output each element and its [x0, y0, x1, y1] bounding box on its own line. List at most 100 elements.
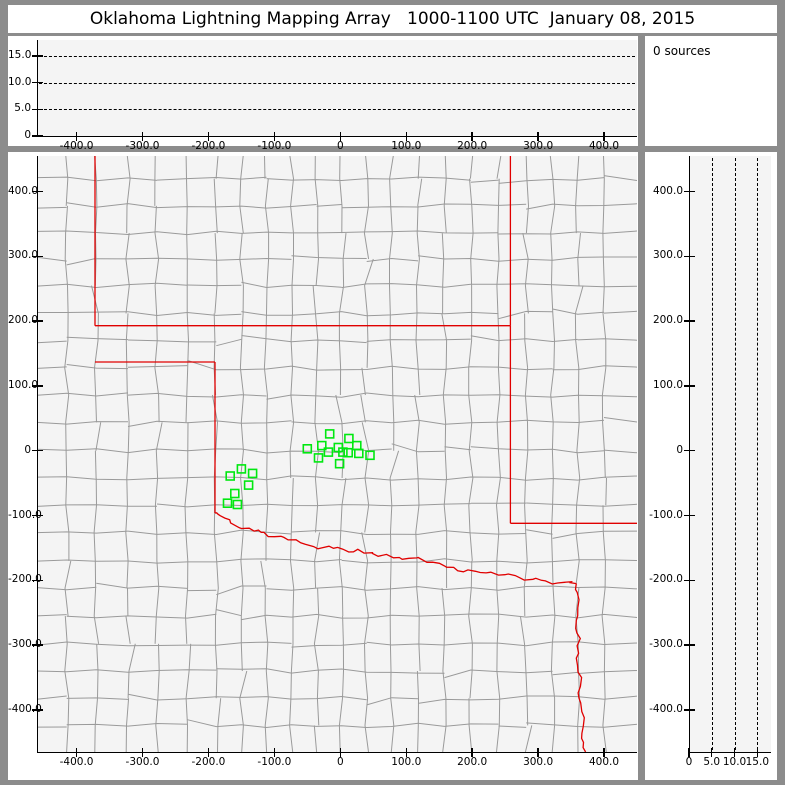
plan-view-map-panel[interactable]: -400.0 -300.0 -200.0 -100.0 0 100.0 200.0 300.0…	[8, 152, 638, 780]
map-y-tick-mark	[32, 709, 43, 711]
lma-source-marker	[313, 453, 324, 463]
plot-area-right	[689, 156, 771, 752]
lma-source-marker	[222, 498, 233, 509]
map-x-tick-mark	[207, 748, 210, 757]
source-count-label: 0 sources	[653, 44, 711, 58]
right-y-tick-label: -200.0	[649, 573, 683, 586]
lma-source-marker	[351, 440, 362, 451]
gridline-horizontal	[39, 56, 635, 57]
lma-source-marker	[344, 433, 354, 444]
right-y-tick-mark	[684, 514, 695, 517]
right-y-tick-label: 400.0	[652, 184, 683, 197]
right-x-tick-label: 5.0	[703, 756, 721, 768]
lma-source-marker	[334, 458, 345, 469]
x-tick-mark	[537, 132, 539, 141]
lma-source-marker	[316, 440, 327, 451]
x-tick-mark	[405, 132, 407, 141]
y-axis-line	[37, 40, 39, 136]
x-tick-label: 200.0	[457, 140, 488, 152]
gridline-vertical	[757, 158, 759, 750]
right-y-tick-mark	[684, 320, 695, 322]
x-tick-label: 400.0	[589, 140, 620, 152]
map-x-tick-label: 300.0	[523, 756, 554, 768]
lma-source-marker	[324, 429, 335, 439]
map-x-tick-mark	[75, 748, 78, 757]
altitude-vs-north-south-panel[interactable]: -400.0 -300.0 -200.0 -100.0 0 100.0 200.0 300.0…	[645, 152, 777, 780]
right-x-tick-mark	[756, 748, 759, 757]
x-tick-label: 300.0	[523, 140, 554, 152]
map-x-axis-line	[37, 752, 637, 754]
right-y-tick-mark	[684, 644, 695, 646]
right-y-tick-label: 100.0	[652, 378, 683, 391]
right-y-tick-mark	[684, 385, 695, 387]
map-x-tick-mark	[603, 748, 605, 757]
map-y-tick-label: 400.0	[8, 184, 39, 197]
right-x-tick-mark	[711, 748, 713, 757]
right-y-tick-label: 200.0	[652, 314, 683, 327]
right-y-tick-mark	[684, 450, 695, 452]
y-tick-label: 15.0	[8, 49, 32, 61]
lma-source-marker	[225, 471, 235, 481]
map-y-tick-mark	[32, 579, 43, 582]
lma-source-marker	[236, 464, 247, 474]
map-x-tick-label: 0	[336, 756, 344, 768]
y-tick-mark	[32, 55, 43, 57]
map-x-tick-mark	[537, 748, 539, 757]
right-x-tick-label: 0	[685, 756, 693, 768]
source-count-panel: 0 sources	[645, 36, 777, 146]
lma-source-marker	[247, 468, 258, 479]
map-y-tick-label: -300.0	[8, 638, 42, 651]
lma-source-marker	[338, 447, 348, 457]
map-y-tick-mark	[32, 190, 43, 193]
lma-source-marker	[243, 480, 254, 490]
right-y-tick-label: -400.0	[649, 702, 683, 715]
right-y-tick-mark	[684, 255, 695, 258]
x-tick-mark	[339, 132, 341, 141]
right-y-tick-label: 300.0	[652, 249, 683, 262]
y-axis-line-right	[689, 156, 691, 752]
right-y-tick-mark	[684, 709, 695, 711]
x-tick-label: 100.0	[391, 140, 422, 152]
gridline-vertical	[711, 158, 713, 750]
lma-source-marker	[232, 499, 243, 510]
page-title: Oklahoma Lightning Mapping Array 1000-11…	[89, 9, 696, 29]
right-x-tick-mark	[733, 748, 736, 757]
lma-source-marker	[343, 447, 354, 458]
y-tick-label: 5.0	[14, 102, 31, 115]
lma-source-marker	[353, 448, 364, 459]
map-x-tick-label: 100.0	[391, 756, 422, 768]
map-geography	[37, 156, 637, 752]
gridline-horizontal	[39, 109, 635, 111]
map-x-tick-mark	[339, 748, 341, 757]
x-tick-label: -100.0	[257, 140, 292, 152]
right-x-tick-mark	[688, 748, 690, 757]
map-x-tick-label: -400.0	[59, 756, 94, 768]
x-tick-mark	[471, 132, 473, 141]
y-tick-label: 0	[24, 129, 31, 141]
y-tick-mark	[32, 81, 43, 84]
gridline-horizontal	[39, 82, 635, 84]
x-axis-line-right	[689, 752, 771, 754]
y-tick-mark	[32, 135, 43, 137]
x-tick-mark	[273, 132, 276, 141]
map-x-tick-label: 400.0	[589, 756, 620, 768]
lma-source-marker	[323, 447, 334, 457]
map-y-tick-label: 200.0	[8, 314, 39, 327]
map-x-tick-mark	[471, 748, 473, 757]
x-tick-label: -400.0	[59, 140, 94, 152]
map-y-axis-line	[37, 156, 39, 752]
x-tick-mark	[141, 132, 144, 141]
lma-source-marker	[230, 488, 240, 499]
map-y-tick-label: 0	[24, 443, 31, 456]
lma-source-marker	[302, 443, 313, 454]
lma-source-markers	[222, 429, 375, 510]
map-x-tick-mark	[405, 748, 407, 757]
y-tick-label: 10.0	[8, 75, 32, 88]
map-x-tick-label: -200.0	[191, 756, 226, 768]
map-y-tick-label: 300.0	[8, 249, 39, 262]
map-y-tick-label: -100.0	[8, 508, 42, 521]
map-y-tick-mark	[32, 514, 43, 517]
x-tick-mark	[603, 132, 605, 141]
map-x-tick-label: 200.0	[457, 756, 488, 768]
altitude-vs-east-west-panel[interactable]: 0 5.0 10.0 15.0 -400.0 -300.0 -200.0 -100.0 0 10…	[8, 36, 638, 152]
